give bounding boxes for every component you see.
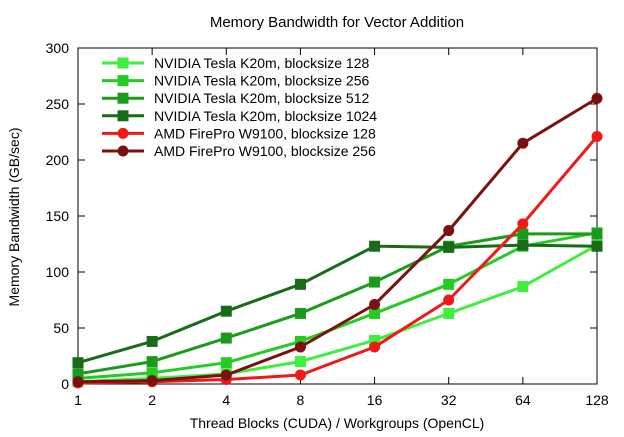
x-tick-label: 1 — [74, 392, 82, 408]
data-point — [443, 225, 455, 237]
series-line — [77, 243, 598, 384]
data-point — [591, 130, 603, 142]
data-point — [591, 228, 603, 240]
data-point — [146, 356, 158, 368]
data-point — [220, 305, 232, 317]
legend-label: NVIDIA Tesla K20m, blocksize 256 — [154, 73, 370, 89]
legend-item: AMD FirePro W9100, blocksize 128 — [102, 125, 376, 141]
data-point — [294, 356, 306, 368]
data-point — [369, 307, 381, 319]
x-tick-label: 64 — [515, 392, 531, 408]
y-tick-label: 250 — [46, 96, 70, 112]
x-tick-label: 16 — [367, 392, 383, 408]
data-point — [294, 369, 306, 381]
y-tick-label: 100 — [46, 264, 70, 280]
data-point — [220, 357, 232, 369]
data-point — [591, 92, 603, 104]
data-point — [294, 335, 306, 347]
data-point — [294, 307, 306, 319]
data-point — [146, 367, 158, 379]
data-point — [294, 278, 306, 290]
legend-label: NVIDIA Tesla K20m, blocksize 128 — [154, 55, 370, 71]
data-point — [294, 341, 306, 353]
legend-swatch-marker — [117, 110, 129, 122]
legend-label: NVIDIA Tesla K20m, blocksize 512 — [154, 90, 370, 106]
data-point — [369, 240, 381, 252]
data-point — [146, 335, 158, 347]
data-point — [517, 137, 529, 149]
legend-label: AMD FirePro W9100, blocksize 256 — [154, 143, 376, 159]
series-line — [77, 135, 599, 385]
data-point — [517, 239, 529, 251]
data-point — [517, 228, 529, 240]
legend-item: NVIDIA Tesla K20m, blocksize 1024 — [102, 108, 377, 124]
data-point — [443, 278, 455, 290]
y-tick-label: 50 — [53, 320, 69, 336]
data-point — [517, 218, 529, 230]
data-point — [517, 281, 529, 293]
data-point — [443, 307, 455, 319]
data-point — [443, 294, 455, 306]
series-4 — [72, 239, 603, 369]
legend: NVIDIA Tesla K20m, blocksize 128 NVIDIA T… — [102, 55, 377, 159]
legend-item: NVIDIA Tesla K20m, blocksize 512 — [102, 90, 370, 106]
series-6 — [72, 92, 603, 388]
y-axis-label: Memory Bandwidth (GB/sec) — [6, 128, 22, 307]
legend-swatch-marker — [117, 92, 129, 104]
x-tick-label: 2 — [148, 392, 156, 408]
legend-swatch-marker — [117, 145, 129, 157]
x-tick-label: 8 — [297, 392, 305, 408]
data-point — [369, 341, 381, 353]
data-point — [369, 276, 381, 288]
legend-label: NVIDIA Tesla K20m, blocksize 1024 — [154, 108, 377, 124]
y-tick-label: 300 — [46, 40, 70, 56]
data-point — [72, 357, 84, 369]
data-point — [146, 375, 158, 387]
y-tick-label: 150 — [46, 208, 70, 224]
data-point — [72, 376, 84, 388]
data-point — [369, 298, 381, 310]
chart-title: Memory Bandwidth for Vector Addition — [210, 14, 464, 31]
x-tick-label: 128 — [585, 392, 609, 408]
x-axis-label: Thread Blocks (CUDA) / Workgroups (OpenC… — [190, 415, 485, 431]
plot-area: 0 50 100 150 200 250 300 1 2 4 8 16 32 64 128 — [46, 40, 609, 408]
legend-item: NVIDIA Tesla K20m, blocksize 128 — [102, 55, 370, 71]
legend-swatch-marker — [117, 57, 129, 69]
legend-item: AMD FirePro W9100, blocksize 256 — [102, 143, 376, 159]
legend-swatch-marker — [117, 127, 129, 139]
x-tick-label: 32 — [441, 392, 457, 408]
series-line — [77, 243, 598, 365]
y-tick-label: 0 — [61, 376, 69, 392]
x-tick-label: 4 — [222, 392, 230, 408]
data-point — [220, 369, 232, 381]
legend-item: NVIDIA Tesla K20m, blocksize 256 — [102, 73, 370, 89]
legend-swatch-marker — [117, 75, 129, 87]
data-point — [220, 332, 232, 344]
data-point — [443, 241, 455, 253]
series-line — [77, 97, 598, 384]
data-point — [591, 240, 603, 252]
legend-label: AMD FirePro W9100, blocksize 128 — [154, 125, 376, 141]
data-point — [369, 334, 381, 346]
data-point — [72, 368, 84, 380]
y-tick-label: 200 — [46, 152, 70, 168]
